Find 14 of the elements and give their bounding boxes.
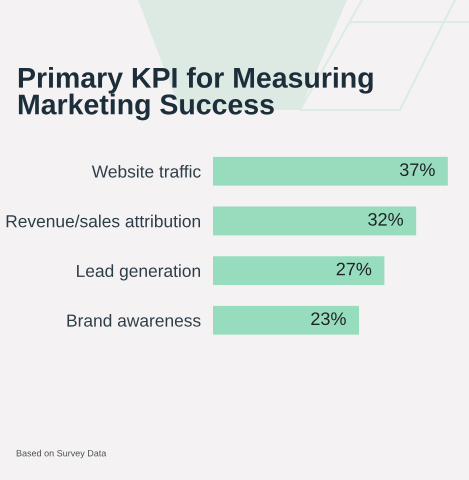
bar: [212, 256, 384, 286]
data-label: 27%: [336, 262, 372, 276]
y-tick-label: Website traffic: [92, 164, 201, 178]
data-label: 37%: [400, 163, 435, 176]
y-tick-label: Revenue/sales attribution: [6, 214, 200, 228]
bar: [212, 206, 416, 236]
text: Based on Survey Data: [16, 450, 106, 458]
y-tick-label: Brand awareness: [67, 314, 201, 327]
y-tick-label: Lead generation: [77, 264, 200, 280]
bar: [212, 306, 359, 335]
chart-title: Primary KPI for Measuring Marketing Success: [18, 67, 373, 120]
bar: [212, 156, 448, 186]
data-label: 23%: [311, 312, 346, 326]
data-label: 32%: [368, 212, 403, 226]
